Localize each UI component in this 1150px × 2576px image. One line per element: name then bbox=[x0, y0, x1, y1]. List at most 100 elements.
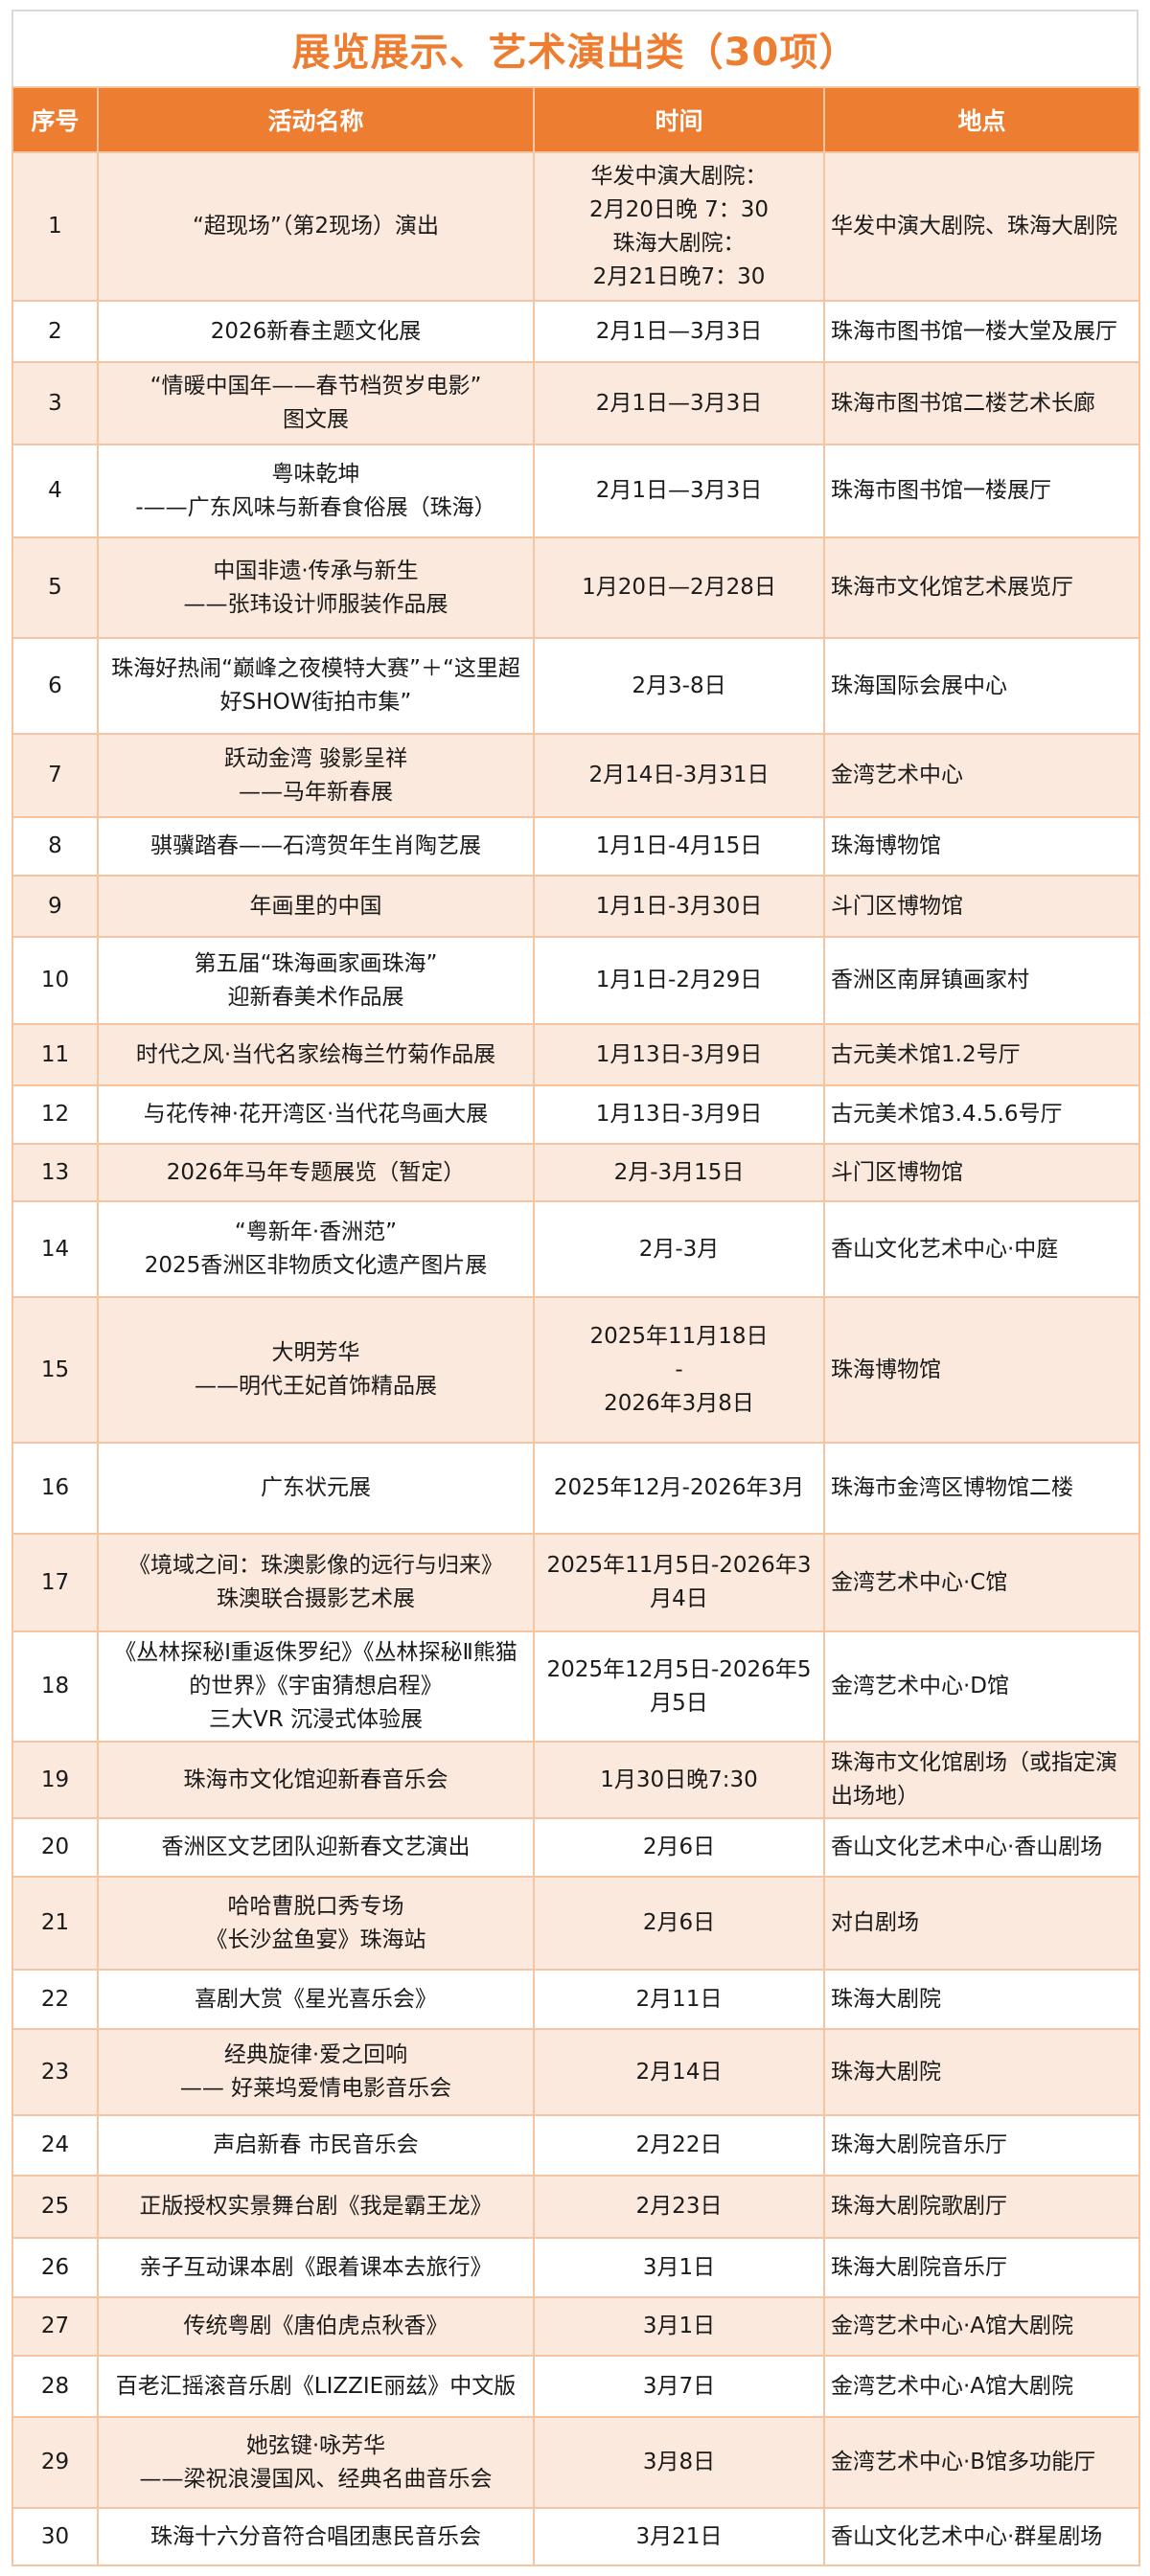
row-number-cell: 20 bbox=[12, 1817, 99, 1878]
event-time-cell: 3月1日 bbox=[533, 2296, 825, 2357]
event-name-cell: 中国非遗·传承与新生 ——张玮设计师服装作品展 bbox=[97, 536, 535, 639]
row-number-cell: 7 bbox=[12, 733, 99, 818]
row-number-cell: 5 bbox=[12, 536, 99, 639]
event-location-cell: 古元美术馆1.2号厅 bbox=[823, 1023, 1140, 1086]
event-name-cell: 跃动金湾 骏影呈祥 ——马年新春展 bbox=[97, 733, 535, 818]
event-time-cell: 1月20日—2月28日 bbox=[533, 536, 825, 639]
event-location-cell: 珠海大剧院音乐厅 bbox=[823, 2114, 1140, 2177]
event-location-cell: 珠海市文化馆剧场（或指定演出场地） bbox=[823, 1741, 1140, 1819]
event-row: 23 经典旋律·爱之回响 —— 好莱坞爱情电影音乐会 2月14日 珠海大剧院 bbox=[12, 2028, 1140, 2116]
event-row: 17 《境域之间：珠澳影像的远行与归来》 珠澳联合摄影艺术展 2025年11月5日-… bbox=[12, 1533, 1140, 1632]
event-time-cell: 2月22日 bbox=[533, 2114, 825, 2177]
event-time-cell: 2月-3月15日 bbox=[533, 1143, 825, 1202]
event-row: 28 百老汇摇滚音乐剧《LIZZIE丽兹》中文版 3月7日 金湾艺术中心·A馆大剧院 bbox=[12, 2355, 1140, 2418]
event-row: 15 大明芳华 ——明代王妃首饰精品展 2025年11月18日 - 2026年3月8… bbox=[12, 1296, 1140, 1444]
event-name-cell: 经典旋律·爱之回响 —— 好莱坞爱情电影音乐会 bbox=[97, 2028, 535, 2116]
event-location-cell: 香山文化艺术中心·香山剧场 bbox=[823, 1817, 1140, 1878]
event-time-cell: 2月23日 bbox=[533, 2175, 825, 2239]
event-name-cell: 时代之风·当代名家绘梅兰竹菊作品展 bbox=[97, 1023, 535, 1086]
row-number-cell: 24 bbox=[12, 2114, 99, 2177]
event-time-cell: 2月6日 bbox=[533, 1876, 825, 1971]
event-row: 18 《丛林探秘I重返侏罗纪》《丛林探秘Ⅱ熊猫的世界》《宇宙猜想启程》 三大VR … bbox=[12, 1630, 1140, 1743]
event-time-cell: 华发中演大剧院： 2月20日晚 7：30 珠海大剧院： 2月21日晚7：30 bbox=[533, 151, 825, 302]
event-time-cell: 2月1日—3月3日 bbox=[533, 361, 825, 445]
event-time-cell: 3月21日 bbox=[533, 2507, 825, 2566]
row-number-cell: 17 bbox=[12, 1533, 99, 1632]
event-row: 9 年画里的中国 1月1日-3月30日 斗门区博物馆 bbox=[12, 875, 1140, 938]
event-location-cell: 香洲区南屏镇画家村 bbox=[823, 936, 1140, 1025]
event-row: 3 “情暖中国年——春节档贺岁电影” 图文展 2月1日—3月3日 珠海市图书馆二楼艺术… bbox=[12, 361, 1140, 445]
event-row: 22 喜剧大赏《星光喜乐会》 2月11日 珠海大剧院 bbox=[12, 1969, 1140, 2030]
row-number-cell: 9 bbox=[12, 875, 99, 938]
row-number-cell: 6 bbox=[12, 637, 99, 735]
event-time-cell: 2月14日 bbox=[533, 2028, 825, 2116]
event-row: 13 2026年马年专题展览（暂定） 2月-3月15日 斗门区博物馆 bbox=[12, 1143, 1140, 1202]
event-time-cell: 2月-3月 bbox=[533, 1200, 825, 1298]
event-location-cell: 珠海大剧院音乐厅 bbox=[823, 2237, 1140, 2298]
header-row: 序号 活动名称 时间 地点 bbox=[12, 86, 1140, 153]
row-number-cell: 22 bbox=[12, 1969, 99, 2030]
event-row: 8 骐骥踏春——石湾贺年生肖陶艺展 1月1日-4月15日 珠海博物馆 bbox=[12, 816, 1140, 877]
event-location-cell: 香山文化艺术中心·群星剧场 bbox=[823, 2507, 1140, 2566]
event-location-cell: 金湾艺术中心·D馆 bbox=[823, 1630, 1140, 1743]
row-number-cell: 14 bbox=[12, 1200, 99, 1298]
event-location-cell: 珠海大剧院 bbox=[823, 1969, 1140, 2030]
event-time-cell: 2月14日-3月31日 bbox=[533, 733, 825, 818]
event-name-cell: 骐骥踏春——石湾贺年生肖陶艺展 bbox=[97, 816, 535, 877]
events-table-card: 展览展示、艺术演出类（30项） 序号 活动名称 时间 地点 1 “超现场”（第2现… bbox=[12, 10, 1140, 2566]
event-name-cell: 喜剧大赏《星光喜乐会》 bbox=[97, 1969, 535, 2030]
event-row: 20 香洲区文艺团队迎新春文艺演出 2月6日 香山文化艺术中心·香山剧场 bbox=[12, 1817, 1140, 1878]
row-number-cell: 21 bbox=[12, 1876, 99, 1971]
event-row: 19 珠海市文化馆迎新春音乐会 1月30日晚7:30 珠海市文化馆剧场（或指定演出场地… bbox=[12, 1741, 1140, 1819]
row-number-cell: 4 bbox=[12, 444, 99, 538]
event-time-cell: 2月1日—3月3日 bbox=[533, 300, 825, 363]
row-number-cell: 29 bbox=[12, 2416, 99, 2509]
event-name-cell: “超现场”（第2现场）演出 bbox=[97, 151, 535, 302]
event-name-cell: 香洲区文艺团队迎新春文艺演出 bbox=[97, 1817, 535, 1878]
row-number-cell: 28 bbox=[12, 2355, 99, 2418]
row-number-cell: 26 bbox=[12, 2237, 99, 2298]
event-time-cell: 3月8日 bbox=[533, 2416, 825, 2509]
event-name-cell: 珠海十六分音符合唱团惠民音乐会 bbox=[97, 2507, 535, 2566]
event-time-cell: 2025年12月5日-2026年5月5日 bbox=[533, 1630, 825, 1743]
event-row: 24 声启新春 市民音乐会 2月22日 珠海大剧院音乐厅 bbox=[12, 2114, 1140, 2177]
event-row: 29 她弦键·咏芳华 ——梁祝浪漫国风、经典名曲音乐会 3月8日 金湾艺术中心·B馆多… bbox=[12, 2416, 1140, 2509]
event-name-cell: 亲子互动课本剧《跟着课本去旅行》 bbox=[97, 2237, 535, 2298]
event-time-cell: 2月6日 bbox=[533, 1817, 825, 1878]
row-number-cell: 30 bbox=[12, 2507, 99, 2566]
event-row: 11 时代之风·当代名家绘梅兰竹菊作品展 1月13日-3月9日 古元美术馆1.2号厅 bbox=[12, 1023, 1140, 1086]
row-number-cell: 3 bbox=[12, 361, 99, 445]
event-row: 16 广东状元展 2025年12月-2026年3月 珠海市金湾区博物馆二楼 bbox=[12, 1442, 1140, 1535]
event-name-cell: 正版授权实景舞台剧《我是霸王龙》 bbox=[97, 2175, 535, 2239]
event-row: 7 跃动金湾 骏影呈祥 ——马年新春展 2月14日-3月31日 金湾艺术中心 bbox=[12, 733, 1140, 818]
event-location-cell: 珠海市文化馆艺术展览厅 bbox=[823, 536, 1140, 639]
event-name-cell: 哈哈曹脱口秀专场 《长沙盆鱼宴》珠海站 bbox=[97, 1876, 535, 1971]
row-number-cell: 27 bbox=[12, 2296, 99, 2357]
column-header-no: 序号 bbox=[12, 86, 99, 153]
table-body: 1 “超现场”（第2现场）演出 华发中演大剧院： 2月20日晚 7：30 珠海大剧院… bbox=[12, 151, 1140, 2566]
event-time-cell: 1月13日-3月9日 bbox=[533, 1023, 825, 1086]
event-location-cell: 珠海博物馆 bbox=[823, 1296, 1140, 1444]
event-name-cell: “粤新年·香洲范” 2025香洲区非物质文化遗产图片展 bbox=[97, 1200, 535, 1298]
event-name-cell: 《境域之间：珠澳影像的远行与归来》 珠澳联合摄影艺术展 bbox=[97, 1533, 535, 1632]
row-number-cell: 2 bbox=[12, 300, 99, 363]
row-number-cell: 1 bbox=[12, 151, 99, 302]
event-name-cell: 粤味乾坤 -——广东风味与新春食俗展（珠海） bbox=[97, 444, 535, 538]
event-row: 5 中国非遗·传承与新生 ——张玮设计师服装作品展 1月20日—2月28日 珠海市文化… bbox=[12, 536, 1140, 639]
event-time-cell: 2月11日 bbox=[533, 1969, 825, 2030]
event-time-cell: 1月13日-3月9日 bbox=[533, 1084, 825, 1145]
event-row: 14 “粤新年·香洲范” 2025香洲区非物质文化遗产图片展 2月-3月 香山文化艺术… bbox=[12, 1200, 1140, 1298]
event-location-cell: 金湾艺术中心·A馆大剧院 bbox=[823, 2355, 1140, 2418]
event-row: 27 传统粤剧《唐伯虎点秋香》 3月1日 金湾艺术中心·A馆大剧院 bbox=[12, 2296, 1140, 2357]
event-name-cell: 与花传神·花开湾区·当代花鸟画大展 bbox=[97, 1084, 535, 1145]
event-row: 6 珠海好热闹“巅峰之夜模特大赛”＋“这里超好SHOW街拍市集” 2月3-8日 珠海国… bbox=[12, 637, 1140, 735]
events-table: 序号 活动名称 时间 地点 1 “超现场”（第2现场）演出 华发中演大剧院： 2月2… bbox=[12, 86, 1140, 2566]
event-time-cell: 2025年11月18日 - 2026年3月8日 bbox=[533, 1296, 825, 1444]
event-name-cell: 第五届“珠海画家画珠海” 迎新春美术作品展 bbox=[97, 936, 535, 1025]
page-title: 展览展示、艺术演出类（30项） bbox=[12, 10, 1138, 86]
event-row: 12 与花传神·花开湾区·当代花鸟画大展 1月13日-3月9日 古元美术馆3.4.5.… bbox=[12, 1084, 1140, 1145]
event-name-cell: 年画里的中国 bbox=[97, 875, 535, 938]
event-location-cell: 对白剧场 bbox=[823, 1876, 1140, 1971]
row-number-cell: 25 bbox=[12, 2175, 99, 2239]
event-location-cell: 珠海大剧院 bbox=[823, 2028, 1140, 2116]
